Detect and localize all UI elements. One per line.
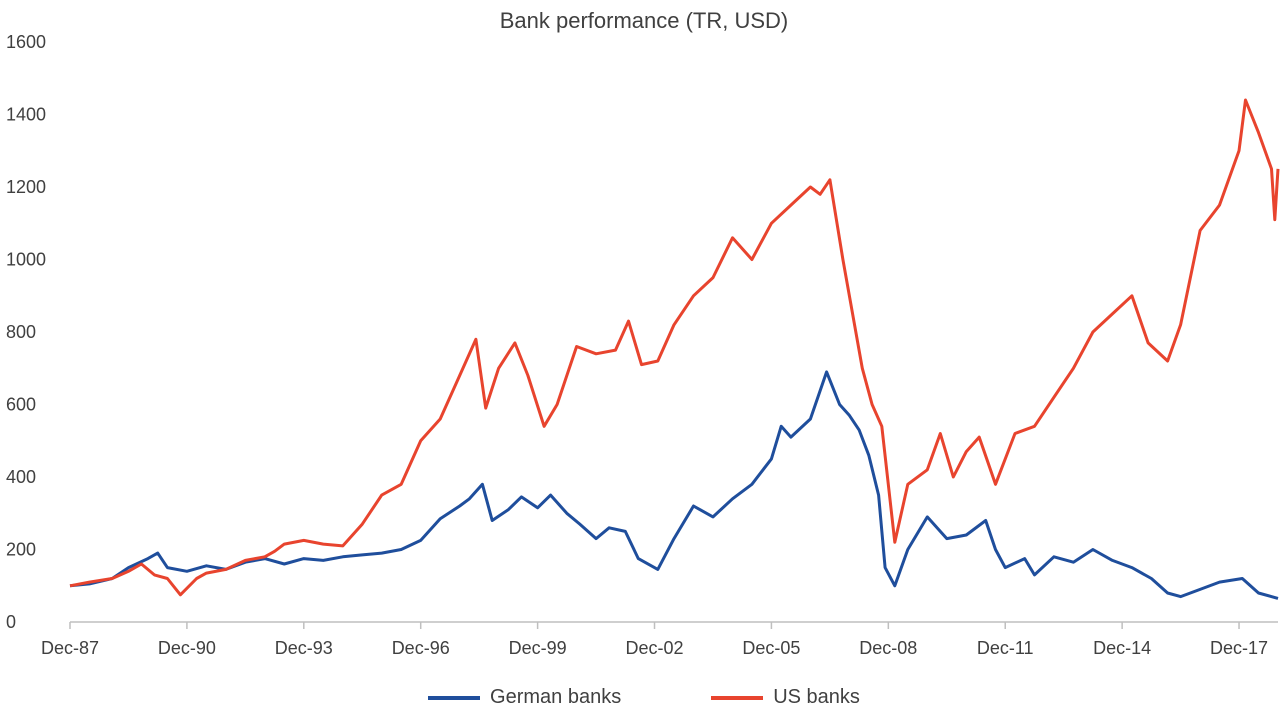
legend-item-german-banks: German banks xyxy=(428,686,621,709)
y-tick-label: 1400 xyxy=(6,105,46,125)
x-tick-label: Dec-96 xyxy=(392,638,450,658)
x-tick-label: Dec-05 xyxy=(742,638,800,658)
legend-label-german-banks: German banks xyxy=(490,686,622,708)
x-tick-label: Dec-87 xyxy=(41,638,99,658)
legend-item-us-banks: US banks xyxy=(711,686,860,709)
y-tick-label: 1200 xyxy=(6,177,46,197)
y-tick-label: 400 xyxy=(6,467,36,487)
series-layer xyxy=(69,98,1280,600)
legend-label-us-banks: US banks xyxy=(773,686,860,708)
y-tick-label: 800 xyxy=(6,322,36,342)
y-tick-label: 600 xyxy=(6,395,36,415)
x-tick-label: Dec-17 xyxy=(1210,638,1268,658)
x-tick-label: Dec-11 xyxy=(977,638,1034,658)
x-tick-label: Dec-99 xyxy=(509,638,567,658)
x-tick-label: Dec-02 xyxy=(626,638,684,658)
legend-swatch-us-banks xyxy=(711,695,764,700)
chart-title: Bank performance (TR, USD) xyxy=(499,8,789,33)
y-tick-label: 200 xyxy=(6,540,36,560)
x-tick-label: Dec-08 xyxy=(859,638,917,658)
series-line-german-banks xyxy=(69,370,1279,600)
legend-swatch-german-banks xyxy=(428,695,481,700)
x-tick-label: Dec-14 xyxy=(1093,638,1151,658)
y-tick-label: 1000 xyxy=(6,250,46,270)
y-axis-ticks: 0 200 400 600 800 1000 1200 1400 1600 xyxy=(6,32,46,632)
y-tick-label: 0 xyxy=(6,612,16,632)
y-tick-label: 1600 xyxy=(6,32,46,52)
x-axis: Dec-87 Dec-90 Dec-93 Dec-96 Dec-99 Dec-02 Dec-… xyxy=(41,621,1278,658)
x-tick-label: Dec-93 xyxy=(275,638,333,658)
series-line-us-banks xyxy=(69,98,1280,597)
legend: German banks US banks xyxy=(0,686,1288,709)
x-tick-label: Dec-90 xyxy=(158,638,216,658)
